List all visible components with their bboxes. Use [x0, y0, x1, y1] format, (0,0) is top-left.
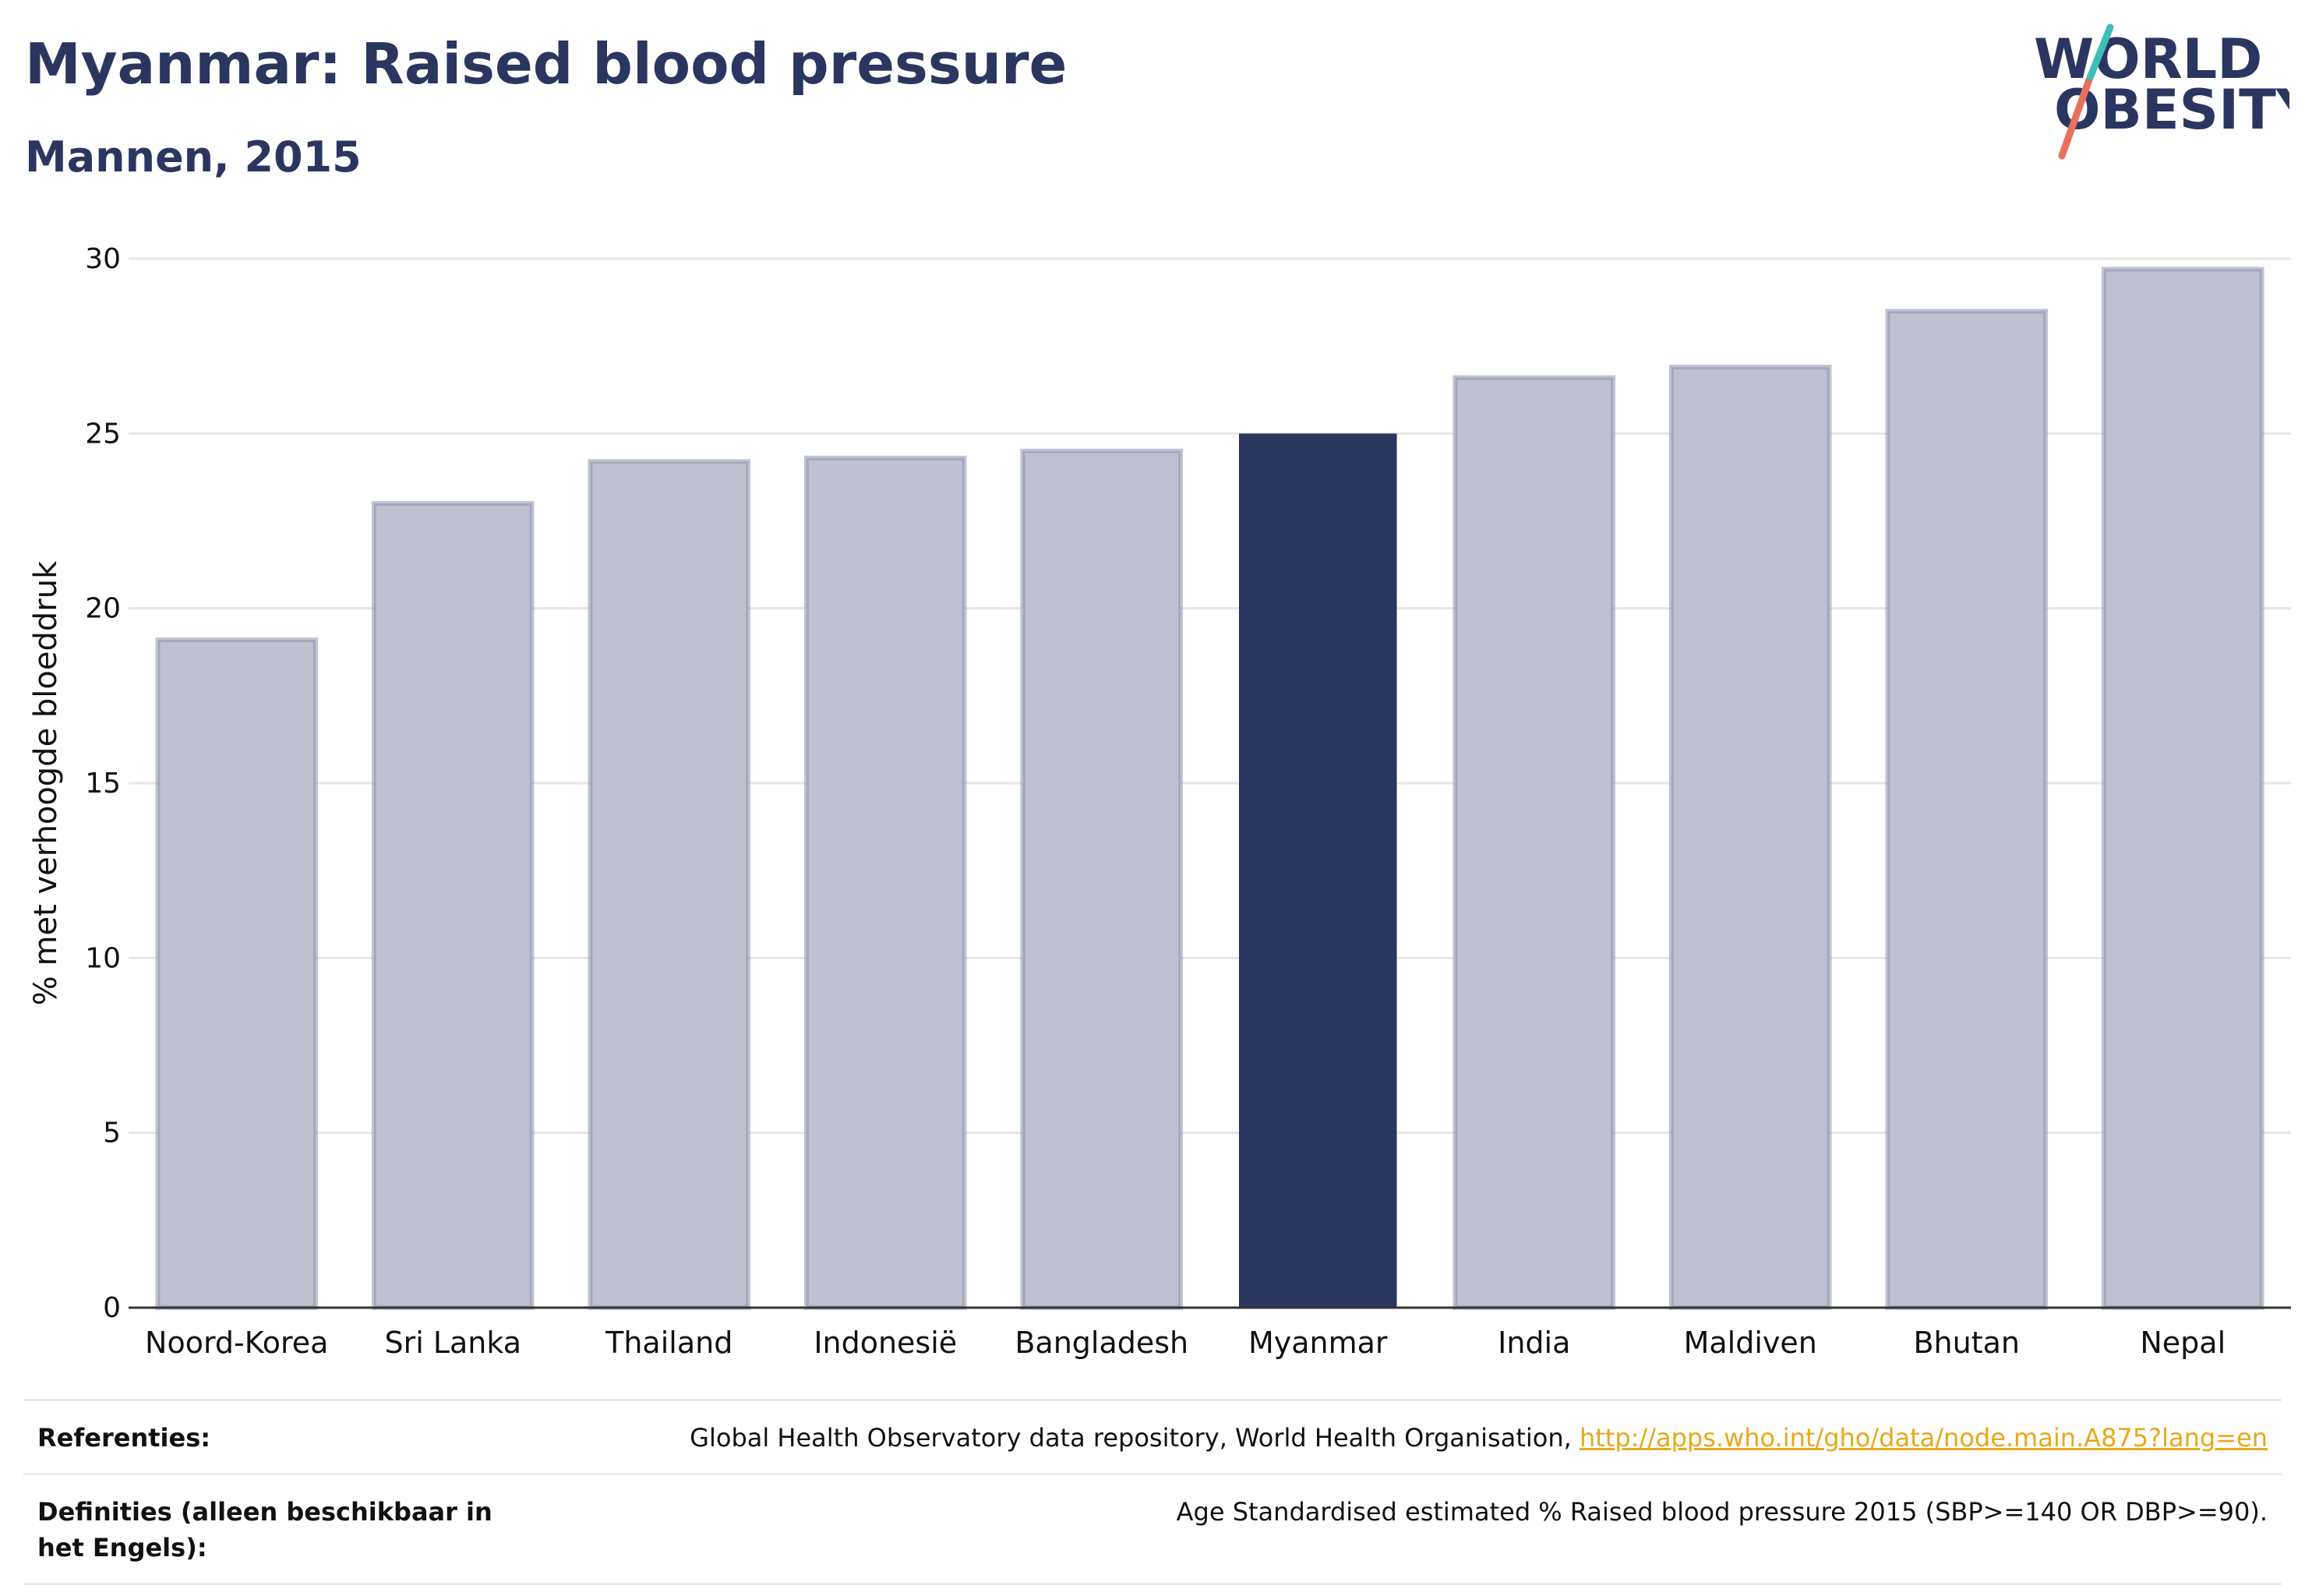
bar-myanmar — [1238, 433, 1397, 1308]
y-axis-title: % met verhoogde bloeddruk — [28, 560, 64, 1005]
references-text: Global Health Observatory data repositor… — [690, 1423, 1580, 1453]
chart-title: Myanmar: Raised blood pressure — [25, 31, 1068, 97]
bar-indonesi- — [803, 455, 967, 1310]
bar-thailand — [588, 459, 751, 1310]
bar-nepal — [2101, 267, 2264, 1311]
y-tick-label: 20 — [85, 593, 121, 625]
y-tick-label: 0 — [103, 1292, 121, 1324]
y-tick-label: 15 — [85, 768, 121, 800]
bar-maldiven — [1668, 365, 1832, 1310]
bar-sri-lanka — [371, 501, 535, 1311]
bar-india — [1453, 375, 1616, 1311]
y-tick-label: 5 — [103, 1118, 121, 1149]
bar-chart: 0 5 10 15 20 25 30 Noord-Korea Sri Lanka Thailand… — [28, 243, 2291, 1360]
references-link[interactable]: http://apps.who.int/gho/data/node.main.A… — [1579, 1423, 2268, 1453]
logo-line-2: OBESITY — [2054, 78, 2289, 142]
y-tick-label: 10 — [85, 942, 121, 974]
definitions-label: Definities (alleen beschikbaar in het En… — [37, 1497, 492, 1562]
logo-line-1: WORLD — [2034, 27, 2262, 91]
logo-slash-bottom — [2058, 78, 2092, 160]
references-label: Referenties: — [37, 1423, 211, 1453]
x-tick-label: Myanmar — [1248, 1326, 1388, 1360]
logo-slash-top — [2084, 23, 2114, 86]
chart-footer: Referenties: Global Health Observatory d… — [23, 1399, 2282, 1585]
references-value: Global Health Observatory data repositor… — [690, 1420, 2268, 1456]
x-tick-label: Bangladesh — [1015, 1326, 1188, 1360]
bar-bhutan — [1885, 309, 2049, 1310]
x-tick-label: India — [1498, 1326, 1570, 1360]
bar-bangladesh — [1020, 448, 1184, 1310]
x-tick-label: Sri Lanka — [384, 1326, 521, 1360]
x-tick-label: Thailand — [605, 1326, 732, 1360]
references-row: Referenties: Global Health Observatory d… — [23, 1399, 2282, 1473]
x-tick-label: Noord-Korea — [145, 1326, 328, 1360]
chart-subtitle: Mannen, 2015 — [25, 132, 362, 182]
x-tick-label: Indonesië — [814, 1326, 957, 1360]
bars — [155, 267, 2264, 1311]
y-tick-label: 25 — [85, 418, 121, 450]
axes: 0 5 10 15 20 25 30 Noord-Korea Sri Lanka Thailand… — [28, 243, 2291, 1360]
x-tick-label: Maldiven — [1684, 1326, 1817, 1360]
world-obesity-logo: WORLD OBESITY — [2034, 23, 2289, 160]
bar-noord-korea — [155, 637, 319, 1310]
x-tick-label: Nepal — [2140, 1326, 2226, 1360]
y-tick-label: 30 — [85, 243, 121, 275]
definitions-value: Age Standardised estimated % Raised bloo… — [1176, 1497, 2268, 1527]
x-tick-label: Bhutan — [1913, 1326, 2020, 1360]
definitions-row: Definities (alleen beschikbaar in het En… — [23, 1473, 2282, 1585]
